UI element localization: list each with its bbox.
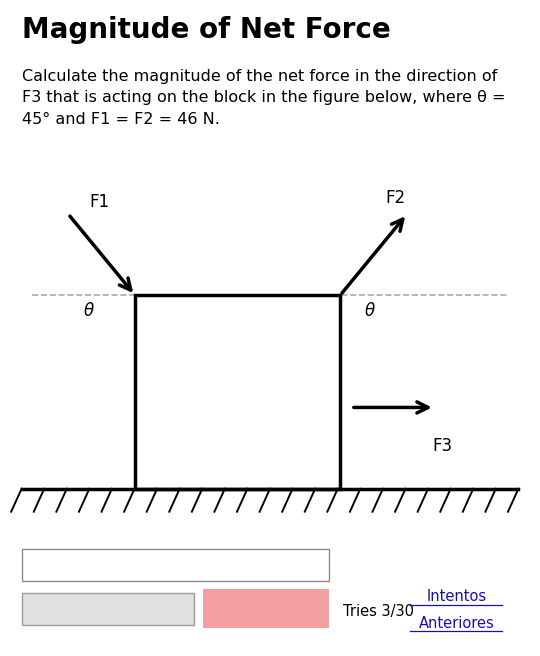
Text: Intentos: Intentos [426,590,487,604]
Text: Enviar Respuesta: Enviar Respuesta [44,602,172,616]
Text: F1: F1 [90,193,110,211]
Text: 6.78 N: 6.78 N [31,556,86,574]
Text: Tries 3/30: Tries 3/30 [343,604,414,619]
Text: Anteriores: Anteriores [418,616,494,630]
Text: Incorrecto.: Incorrecto. [217,602,315,616]
Text: Magnitude of Net Force: Magnitude of Net Force [22,16,390,45]
Text: θ: θ [84,302,94,319]
Bar [22,549,329,581]
Text: θ: θ [365,302,375,319]
Text: F2: F2 [386,190,406,207]
Text: Calculate the magnitude of the net force in the direction of
F3 that is acting o: Calculate the magnitude of the net force… [22,69,505,127]
Bar [22,593,194,625]
Text: F3: F3 [432,437,452,455]
Bar [135,295,340,489]
Bar [202,589,329,628]
